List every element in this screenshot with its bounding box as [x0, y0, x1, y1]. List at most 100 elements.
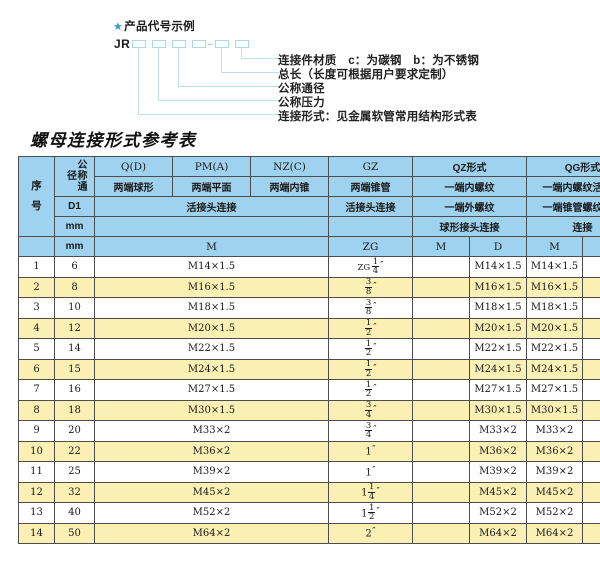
- cell-seq: 14: [18, 522, 55, 544]
- code-prefix-jr: JR: [114, 37, 131, 51]
- star-icon: ★: [113, 21, 124, 33]
- leader-line-1-vertical: [241, 48, 243, 59]
- cell-qz-m: [412, 379, 470, 401]
- code-box-3: [172, 40, 186, 48]
- cell-qz-d: M39×2: [468, 461, 528, 483]
- cell-seq: 6: [18, 358, 55, 380]
- cell-qg-zg: 2″: [582, 522, 600, 544]
- header-group-qg: QG形式: [526, 156, 600, 177]
- code-box-2: [152, 40, 166, 48]
- header-unit-gz-zg: ZG: [328, 236, 413, 257]
- nut-connection-reference-table: 序 号 公称通径 Q(D) PM(A) NZ(C) GZ QZ形式 QG形式 两…: [18, 156, 600, 544]
- cell-qg-zg: 34″: [582, 399, 600, 421]
- annotation-connector-material: 连接件材质 c：为碳钢 b：为不锈钢: [278, 55, 480, 67]
- cell-bore: 6: [54, 256, 95, 278]
- code-box-4: [192, 40, 206, 48]
- cell-qg-zg: 38″: [582, 297, 600, 319]
- cell-gz-zg: 1″: [328, 440, 413, 462]
- cell-m: M64×2: [94, 522, 329, 544]
- header-row-types: 两端球形 两端平面 两端内锥 两端锥管 一端内螺纹 一端内螺纹活接头: [19, 176, 600, 197]
- cell-qz-d: M52×2: [468, 502, 528, 524]
- cell-m: M27×1.5: [94, 379, 329, 401]
- cell-qz-d: M30×1.5: [468, 399, 528, 421]
- cell-seq: 9: [18, 420, 55, 442]
- header-d1: D1: [54, 196, 95, 217]
- table-header: 序 号 公称通径 Q(D) PM(A) NZ(C) GZ QZ形式 QG形式 两…: [18, 156, 600, 257]
- header-conn2-qg: 连接: [526, 216, 600, 237]
- annotation-nominal-bore: 公称通径: [278, 83, 325, 95]
- leader-line-5-vertical: [138, 48, 140, 115]
- cell-m: M33×2: [94, 420, 329, 442]
- cell-qz-m: [412, 420, 470, 442]
- leader-line-2-vertical: [221, 48, 223, 73]
- header-type-qg: 一端内螺纹活接头: [526, 176, 600, 197]
- header-nominal-bore: 公称通径: [54, 156, 95, 197]
- cell-qz-d: M14×1.5: [468, 256, 528, 278]
- cell-bore: 25: [54, 461, 95, 483]
- cell-gz-zg: 3 4 ″: [328, 420, 413, 442]
- header-unit-qg-m: M: [526, 236, 584, 257]
- cell-seq: 1: [18, 256, 55, 278]
- cell-bore: 10: [54, 297, 95, 319]
- header-group-qd: Q(D): [94, 156, 173, 177]
- cell-qg-m: M45×2: [526, 481, 584, 503]
- cell-seq: 8: [18, 399, 55, 421]
- product-code-diagram: ★产品代号示例 JR 连接件材质 c：为碳钢 b：为不锈钢 总长（长度可根据用户…: [0, 0, 600, 128]
- cell-qz-d: M18×1.5: [468, 297, 528, 319]
- cell-qg-m: M27×1.5: [526, 379, 584, 401]
- cell-qz-m: [412, 317, 470, 339]
- cell-qg-m: M14×1.5: [526, 256, 584, 278]
- header-conn2-gz: [328, 216, 413, 237]
- header-type-pma: 两端平面: [172, 176, 251, 197]
- cell-qg-zg: 114″: [582, 481, 600, 503]
- cell-m: M30×1.5: [94, 399, 329, 421]
- code-box-6: [235, 40, 249, 48]
- cell-m: M24×1.5: [94, 358, 329, 380]
- header-group-pma: PM(A): [172, 156, 251, 177]
- cell-bore: 40: [54, 502, 95, 524]
- header-conn-qpmnz: 活接头连接: [94, 196, 329, 217]
- header-type-gz: 两端锥管: [328, 176, 413, 197]
- cell-m: M18×1.5: [94, 297, 329, 319]
- header-row-codes: 序 号 公称通径 Q(D) PM(A) NZ(C) GZ QZ形式 QG形式: [18, 156, 600, 237]
- cell-qg-zg: 1″: [582, 440, 600, 462]
- cell-gz-zg: 2″: [328, 522, 413, 544]
- cell-qz-d: M64×2: [468, 522, 528, 544]
- cell-qg-m: M22×1.5: [526, 338, 584, 360]
- annotation-total-length: 总长（长度可根据用户要求定制）: [278, 69, 454, 81]
- cell-bore: 16: [54, 379, 95, 401]
- header-type-qd: 两端球形: [94, 176, 173, 197]
- header-conn-gz: 活接头连接: [328, 196, 413, 217]
- header-group-qz: QZ形式: [411, 156, 528, 177]
- cell-qg-m: M33×2: [526, 420, 584, 442]
- cell-m: M36×2: [94, 440, 329, 462]
- cell-seq: 4: [18, 317, 55, 339]
- cell-m: M52×2: [94, 502, 329, 524]
- code-box-1: [132, 40, 146, 48]
- header-unit-qz-d: D: [468, 236, 528, 257]
- header-group-nzc: NZ(C): [250, 156, 329, 177]
- cell-m: M20×1.5: [94, 317, 329, 339]
- leader-line-5-horizontal: [138, 114, 279, 116]
- header-unit-mm: mm: [54, 236, 95, 257]
- header-unit-qg-zg: ZG: [582, 236, 600, 257]
- cell-qz-m: [412, 522, 470, 544]
- leader-line-4-horizontal: [158, 100, 279, 102]
- cell-qg-zg: 1″: [582, 461, 600, 483]
- page-title: 螺母连接形式参考表: [30, 131, 197, 151]
- cell-gz-zg: 1 1 2 ″: [328, 502, 413, 524]
- header-unit-m-merged: M: [94, 236, 329, 257]
- cell-gz-zg: 1 1 4 ″: [328, 481, 413, 503]
- cell-gz-zg: 1 2 ″: [328, 317, 413, 339]
- header-seq-line2: 号: [31, 199, 42, 212]
- header-mm: mm: [54, 216, 95, 237]
- header-type-qz: 一端内螺纹: [411, 176, 528, 197]
- cell-m: M45×2: [94, 481, 329, 503]
- cell-qz-d: M27×1.5: [468, 379, 528, 401]
